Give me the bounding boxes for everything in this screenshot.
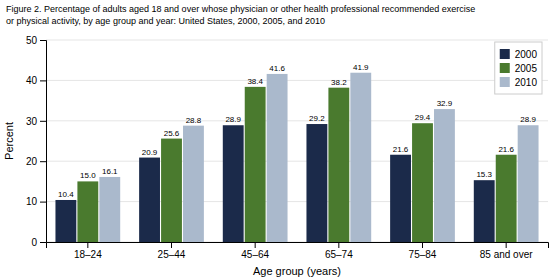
data-label: 29.4: [415, 113, 431, 122]
grid-line: [46, 80, 548, 81]
y-axis-title: Percent: [3, 122, 15, 160]
chart: Figure 2. Percentage of adults aged 18 a…: [0, 0, 560, 280]
x-tick-mark: [506, 242, 507, 248]
y-tick-label: 40: [26, 75, 38, 86]
bar: [77, 181, 98, 242]
y-axis: 0 10 20 30 40 50: [26, 35, 47, 248]
grid-line: [46, 40, 548, 41]
legend-box: [495, 42, 542, 94]
data-label: 21.6: [393, 145, 409, 154]
y-tick-label: 0: [31, 237, 37, 248]
x-tick-label: 85 and over: [480, 249, 533, 260]
y-tick-mark: [40, 40, 46, 41]
x-tick-mark: [171, 242, 172, 248]
y-tick: 0: [31, 237, 46, 248]
bar: [183, 126, 204, 242]
x-tick-mark: [87, 242, 88, 248]
x-tick-label: 18–24: [74, 249, 102, 260]
data-label: 41.9: [353, 63, 369, 72]
bar: [390, 155, 411, 242]
data-label: 28.9: [520, 115, 536, 124]
legend-label: 2000: [515, 49, 538, 60]
data-label: 21.6: [498, 145, 514, 154]
bar: [55, 200, 76, 242]
y-tick-label: 20: [26, 156, 38, 167]
y-tick-label: 10: [26, 196, 38, 207]
x-tick: 25–44: [158, 242, 186, 260]
subtitle: or physical activity, by age group and y…: [6, 16, 325, 26]
bar: [474, 180, 495, 242]
data-label: 20.9: [142, 148, 158, 157]
x-tick: 85 and over: [480, 242, 533, 260]
y-tick-mark: [40, 80, 46, 81]
data-label: 38.2: [331, 78, 347, 87]
y-axis-line: [40, 41, 47, 243]
legend-swatch: [500, 77, 510, 87]
data-label: 10.4: [58, 190, 74, 199]
x-axis-line: [47, 243, 549, 249]
bar: [161, 139, 182, 242]
y-tick-mark: [40, 202, 46, 203]
bar: [350, 73, 371, 242]
x-tick-mark: [255, 242, 256, 248]
plot: 10.4 20.9 28.9 29.2 21.6 15.3 15.0 25.6 38.4 38.2…: [26, 35, 549, 260]
x-tick-mark: [422, 242, 423, 248]
legend-swatch: [500, 49, 510, 59]
x-tick: 18–24: [74, 242, 102, 260]
bar: [99, 177, 120, 242]
bar: [412, 123, 433, 242]
bar: [434, 109, 455, 242]
bar: [328, 88, 349, 242]
y-tick: 40: [26, 75, 46, 86]
y-tick-mark: [40, 161, 46, 162]
grid: [46, 40, 548, 242]
y-tick-label: 50: [26, 35, 38, 46]
x-axis-title: Age group (years): [253, 265, 341, 277]
y-tick-mark: [40, 242, 46, 243]
legend: 2000 2005 2010: [495, 42, 542, 94]
data-label: 29.2: [309, 114, 325, 123]
bar: [223, 125, 244, 242]
y-tick: 30: [26, 116, 46, 127]
data-label: 41.6: [269, 64, 285, 73]
y-tick: 20: [26, 156, 46, 167]
y-tick-mark: [40, 121, 46, 122]
grid-line: [46, 201, 548, 202]
bar: [306, 124, 327, 242]
legend-swatch: [500, 63, 510, 73]
x-tick-label: 25–44: [158, 249, 186, 260]
data-label: 16.1: [102, 167, 118, 176]
data-label: 25.6: [164, 129, 180, 138]
x-tick-label: 75–84: [409, 249, 437, 260]
data-label: 28.8: [186, 116, 202, 125]
bar: [139, 158, 160, 242]
data-label: 15.3: [476, 170, 492, 179]
data-label: 28.9: [225, 115, 241, 124]
y-tick: 50: [26, 35, 46, 46]
grid-line: [46, 161, 548, 162]
y-tick-label: 30: [26, 116, 38, 127]
bar: [518, 125, 539, 242]
bars: [55, 73, 538, 242]
bar: [245, 87, 266, 242]
x-tick-label: 45–64: [241, 249, 269, 260]
title: Figure 2. Percentage of adults aged 18 a…: [6, 4, 475, 14]
legend-label: 2005: [515, 63, 538, 74]
legend-label: 2010: [515, 77, 538, 88]
x-tick: 45–64: [241, 242, 269, 260]
x-axis: 18–24 25–44 45–64 65–74 75–84 85 and over: [47, 242, 549, 260]
data-label: 32.9: [437, 99, 453, 108]
data-label: 15.0: [80, 171, 96, 180]
x-tick-mark: [338, 242, 339, 248]
y-tick: 10: [26, 196, 46, 207]
data-label: 38.4: [247, 77, 263, 86]
x-tick: 75–84: [409, 242, 437, 260]
bar: [267, 74, 288, 242]
bar: [496, 155, 517, 242]
grid-line: [46, 120, 548, 121]
x-tick: 65–74: [325, 242, 353, 260]
data-labels: 10.4 20.9 28.9 29.2 21.6 15.3 15.0 25.6 38.4 38.2…: [58, 63, 536, 199]
x-tick-label: 65–74: [325, 249, 353, 260]
